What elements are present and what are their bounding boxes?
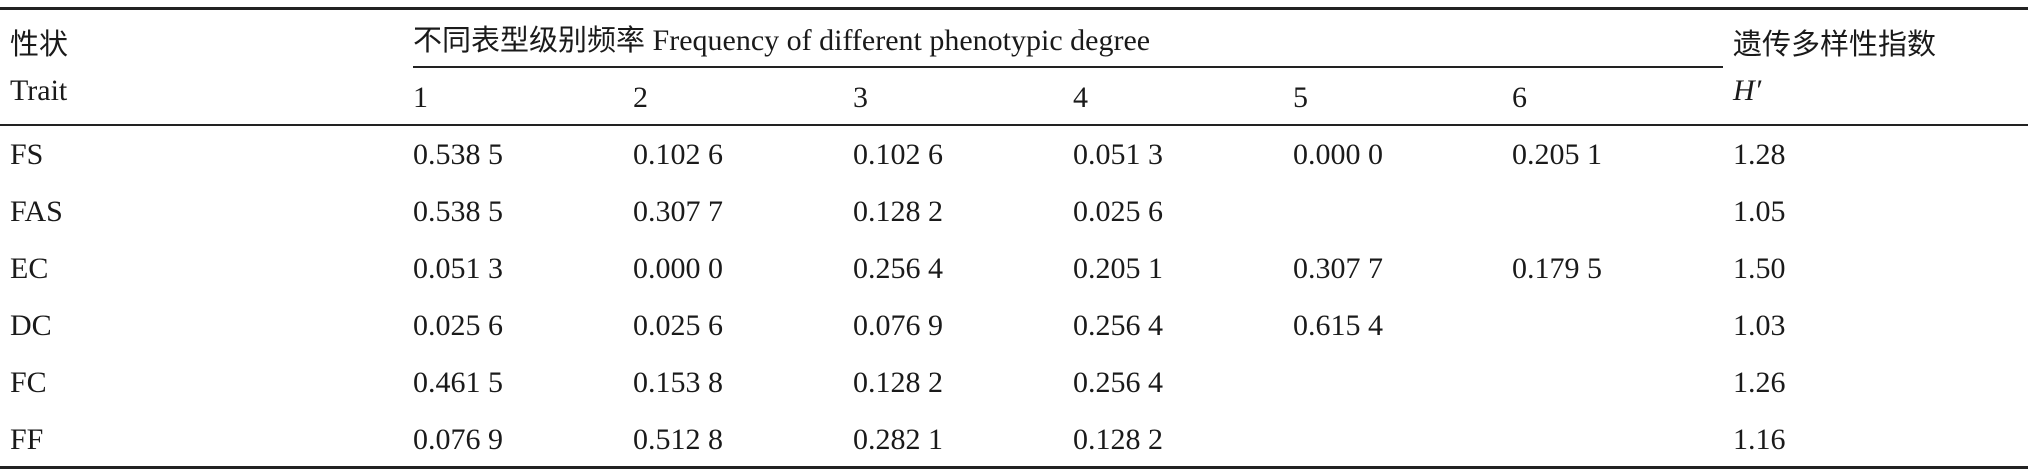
row-fas-degree-2: 0.307 7	[633, 195, 723, 228]
row-ec-degree-1: 0.051 3	[413, 252, 503, 285]
row-ff-diversity-index: 1.16	[1733, 423, 1786, 456]
header-frequency-en: Frequency of different phenotypic degree	[652, 24, 1151, 57]
header-degree-2: 2	[633, 81, 648, 114]
row-fc-degree-2: 0.153 8	[633, 366, 723, 399]
row-ff-trait: FF	[10, 423, 44, 456]
row-fas-trait: FAS	[10, 195, 63, 228]
row-fas-degree-4: 0.025 6	[1073, 195, 1163, 228]
header-frequency-group: 不同表型级别频率 Frequency of different phenotyp…	[413, 22, 1150, 59]
row-fas-diversity-index: 1.05	[1733, 195, 1786, 228]
row-ec-degree-3: 0.256 4	[853, 252, 943, 285]
table-bottom-rule	[0, 466, 2028, 469]
row-fs-degree-4: 0.051 3	[1073, 138, 1163, 171]
row-fas-degree-1: 0.538 5	[413, 195, 503, 228]
row-fs-degree-3: 0.102 6	[853, 138, 943, 171]
row-fc-trait: FC	[10, 366, 47, 399]
row-dc-degree-1: 0.025 6	[413, 309, 503, 342]
row-ec-diversity-index: 1.50	[1733, 252, 1786, 285]
header-bottom-rule	[0, 124, 2028, 126]
row-ec-degree-6: 0.179 5	[1512, 252, 1602, 285]
header-diversity-index-cn: 遗传多样性指数	[1733, 27, 1937, 61]
row-dc-degree-2: 0.025 6	[633, 309, 723, 342]
header-trait-cn: 性状	[10, 27, 69, 61]
row-ff-degree-1: 0.076 9	[413, 423, 503, 456]
header-degree-3: 3	[853, 81, 868, 114]
header-frequency-cn: 不同表型级别频率	[413, 23, 646, 57]
row-ec-degree-5: 0.307 7	[1293, 252, 1383, 285]
row-ff-degree-3: 0.282 1	[853, 423, 943, 456]
group-header-rule	[413, 66, 1723, 68]
row-ff-degree-4: 0.128 2	[1073, 423, 1163, 456]
row-dc-degree-4: 0.256 4	[1073, 309, 1163, 342]
header-diversity-index-symbol: H′	[1733, 74, 1762, 107]
row-fs-degree-1: 0.538 5	[413, 138, 503, 171]
row-fs-degree-6: 0.205 1	[1512, 138, 1602, 171]
row-fc-degree-4: 0.256 4	[1073, 366, 1163, 399]
row-ff-degree-2: 0.512 8	[633, 423, 723, 456]
row-dc-trait: DC	[10, 309, 52, 342]
row-fas-degree-3: 0.128 2	[853, 195, 943, 228]
row-dc-diversity-index: 1.03	[1733, 309, 1786, 342]
row-fc-degree-1: 0.461 5	[413, 366, 503, 399]
row-ec-degree-2: 0.000 0	[633, 252, 723, 285]
row-dc-degree-5: 0.615 4	[1293, 309, 1383, 342]
row-fs-degree-2: 0.102 6	[633, 138, 723, 171]
header-degree-4: 4	[1073, 81, 1088, 114]
table-top-rule	[0, 7, 2028, 10]
row-fs-degree-5: 0.000 0	[1293, 138, 1383, 171]
header-degree-6: 6	[1512, 81, 1527, 114]
row-fs-diversity-index: 1.28	[1733, 138, 1786, 171]
header-degree-1: 1	[413, 81, 428, 114]
header-degree-5: 5	[1293, 81, 1308, 114]
header-trait-en: Trait	[10, 74, 68, 107]
row-dc-degree-3: 0.076 9	[853, 309, 943, 342]
row-ec-trait: EC	[10, 252, 49, 285]
row-fs-trait: FS	[10, 138, 44, 171]
row-ec-degree-4: 0.205 1	[1073, 252, 1163, 285]
row-fc-degree-3: 0.128 2	[853, 366, 943, 399]
row-fc-diversity-index: 1.26	[1733, 366, 1786, 399]
